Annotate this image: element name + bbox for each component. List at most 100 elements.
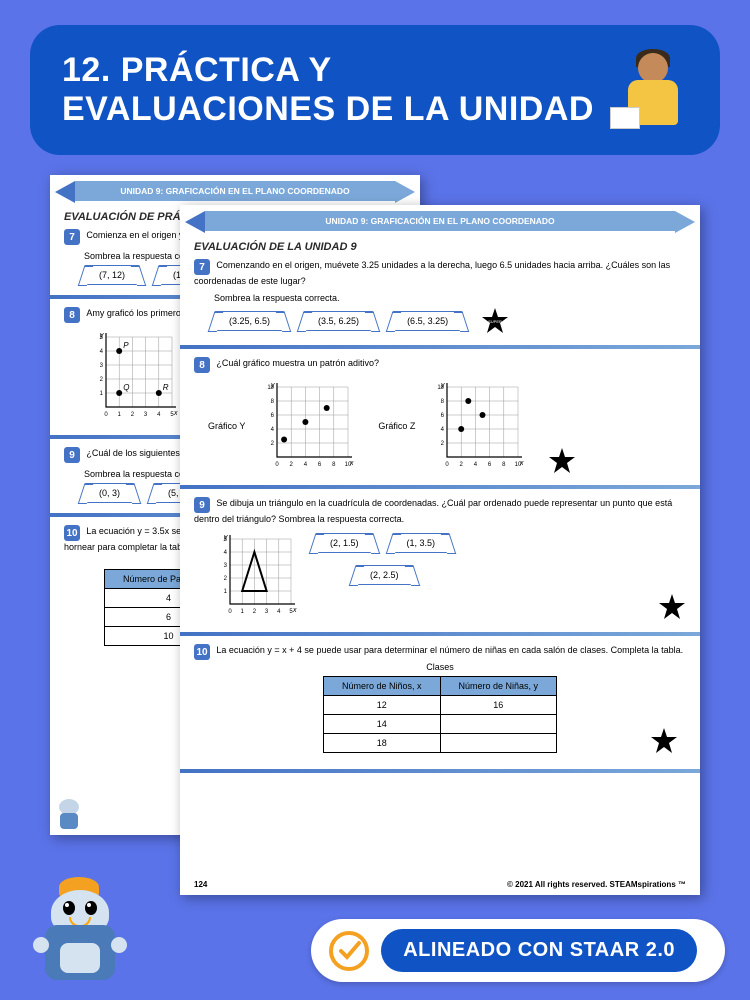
staar-badge: ALINEADO CON STAAR 2.0 [311,919,725,982]
answer-option: (3.25, 6.5) [214,311,285,331]
svg-text:8: 8 [441,399,445,405]
svg-text:8: 8 [503,462,507,468]
coord-grid-pqr: yx01234512345PQR [88,331,178,421]
answer-option: (2, 1.5) [315,533,374,553]
svg-text:6: 6 [488,462,492,468]
answer-option: (3.5, 6.25) [303,311,374,331]
svg-text:6: 6 [318,462,322,468]
answers: (3.25, 6.5) (3.5, 6.25) (6.5, 3.25) SUPE… [214,307,686,335]
svg-text:2: 2 [100,377,104,383]
page-number: 124 [194,880,207,889]
star-icon [658,593,686,621]
svg-text:4: 4 [441,427,445,433]
svg-text:P: P [123,341,129,350]
svg-text:1: 1 [241,609,245,615]
svg-text:3: 3 [144,412,148,418]
assessment-page: UNIDAD 9: GRAFICACIÓN EN EL PLANO COORDE… [180,205,700,895]
unit-header-front: UNIDAD 9: GRAFICACIÓN EN EL PLANO COORDE… [180,205,700,237]
table-title: Clases [194,662,686,672]
svg-text:0: 0 [228,609,232,615]
pages-container: UNIDAD 9: GRAFICACIÓN EN EL PLANO COORDE… [50,175,700,895]
svg-text:8: 8 [271,399,275,405]
staar-label: ALINEADO CON STAAR 2.0 [381,929,697,972]
svg-text:2: 2 [460,462,464,468]
svg-text:3: 3 [100,363,104,369]
svg-text:4: 4 [100,349,104,355]
graph-y-label: Gráfico Y [208,421,245,431]
svg-text:10: 10 [268,385,275,391]
svg-text:8: 8 [332,462,336,468]
graph-z: yx0246810246810 [429,381,524,471]
qnum: 10 [64,525,80,541]
qtext: La ecuación y = x + 4 se puede usar para… [216,645,683,655]
divider [180,632,700,636]
qnum: 10 [194,644,210,660]
svg-text:x: x [173,410,178,417]
qnum: 7 [194,259,210,275]
svg-text:R: R [163,383,169,392]
svg-text:4: 4 [277,609,281,615]
table-cell: 16 [440,696,557,715]
svg-text:6: 6 [271,413,275,419]
star-icon [548,447,576,475]
answer-option: (2, 2.5) [355,565,414,585]
svg-text:6: 6 [441,413,445,419]
svg-text:0: 0 [104,412,108,418]
graph-z-label: Gráfico Z [378,421,415,431]
banner-title: 12. PRÁCTICA Y EVALUACIONES DE LA UNIDAD [62,51,598,129]
answer-option: (0, 3) [84,483,135,503]
svg-text:x: x [292,607,297,614]
divider [180,485,700,489]
qnum: 8 [194,357,210,373]
svg-text:10: 10 [515,462,522,468]
qtext: ¿Cuál gráfico muestra un patrón aditivo? [216,358,379,368]
svg-text:1: 1 [118,412,122,418]
title-banner: 12. PRÁCTICA Y EVALUACIONES DE LA UNIDAD [30,25,720,155]
svg-text:0: 0 [446,462,450,468]
qnum: 8 [64,307,80,323]
answer-option: (1, 3.5) [392,533,451,553]
page-footer-front: 124 © 2021 All rights reserved. STEAMspi… [194,880,686,889]
star-icon [650,727,678,755]
copyright: © 2021 All rights reserved. STEAMspirati… [507,880,686,889]
qtext: Comenzando en el origen, muévete 3.25 un… [194,260,670,286]
unit-ribbon: UNIDAD 9: GRAFICACIÓN EN EL PLANO COORDE… [205,211,675,231]
svg-text:2: 2 [224,576,228,582]
svg-text:3: 3 [224,563,228,569]
front-q9: 9 Se dibuja un triángulo en la cuadrícul… [180,493,700,628]
section-title-front: EVALUACIÓN DE LA UNIDAD 9 [180,237,700,255]
svg-text:10: 10 [438,385,445,391]
divider [180,769,700,773]
student-illustration [598,45,688,135]
front-q7: 7 Comenzando en el origen, muévete 3.25 … [180,255,700,341]
svg-text:Q: Q [123,383,129,392]
svg-text:2: 2 [253,609,257,615]
svg-text:2: 2 [290,462,294,468]
svg-text:SUPER: SUPER [488,319,502,324]
star-icon: SUPER [481,307,509,335]
svg-text:0: 0 [276,462,280,468]
graph-y: yx0246810246810 [259,381,354,471]
table-cell: 12 [323,696,440,715]
qnum: 9 [194,497,210,513]
svg-text:1: 1 [100,391,104,397]
unit-header-back: UNIDAD 9: GRAFICACIÓN EN EL PLANO COORDE… [50,175,420,207]
svg-text:4: 4 [224,550,228,556]
answer-option: (7, 12) [84,265,140,285]
svg-text:2: 2 [271,441,275,447]
checkmark-icon [329,931,369,971]
front-q8: 8 ¿Cuál gráfico muestra un patrón aditiv… [180,353,700,481]
qnum: 9 [64,447,80,463]
answer-option: (6.5, 3.25) [392,311,463,331]
unit-ribbon: UNIDAD 9: GRAFICACIÓN EN EL PLANO COORDE… [75,181,395,201]
svg-text:4: 4 [304,462,308,468]
instruction: Sombrea la respuesta correcta. [214,293,686,303]
svg-text:2: 2 [441,441,445,447]
svg-text:10: 10 [345,462,352,468]
svg-text:2: 2 [131,412,135,418]
svg-text:1: 1 [224,589,228,595]
front-q10: 10 La ecuación y = x + 4 se puede usar p… [180,640,700,761]
svg-text:4: 4 [474,462,478,468]
divider [180,345,700,349]
svg-text:4: 4 [157,412,161,418]
